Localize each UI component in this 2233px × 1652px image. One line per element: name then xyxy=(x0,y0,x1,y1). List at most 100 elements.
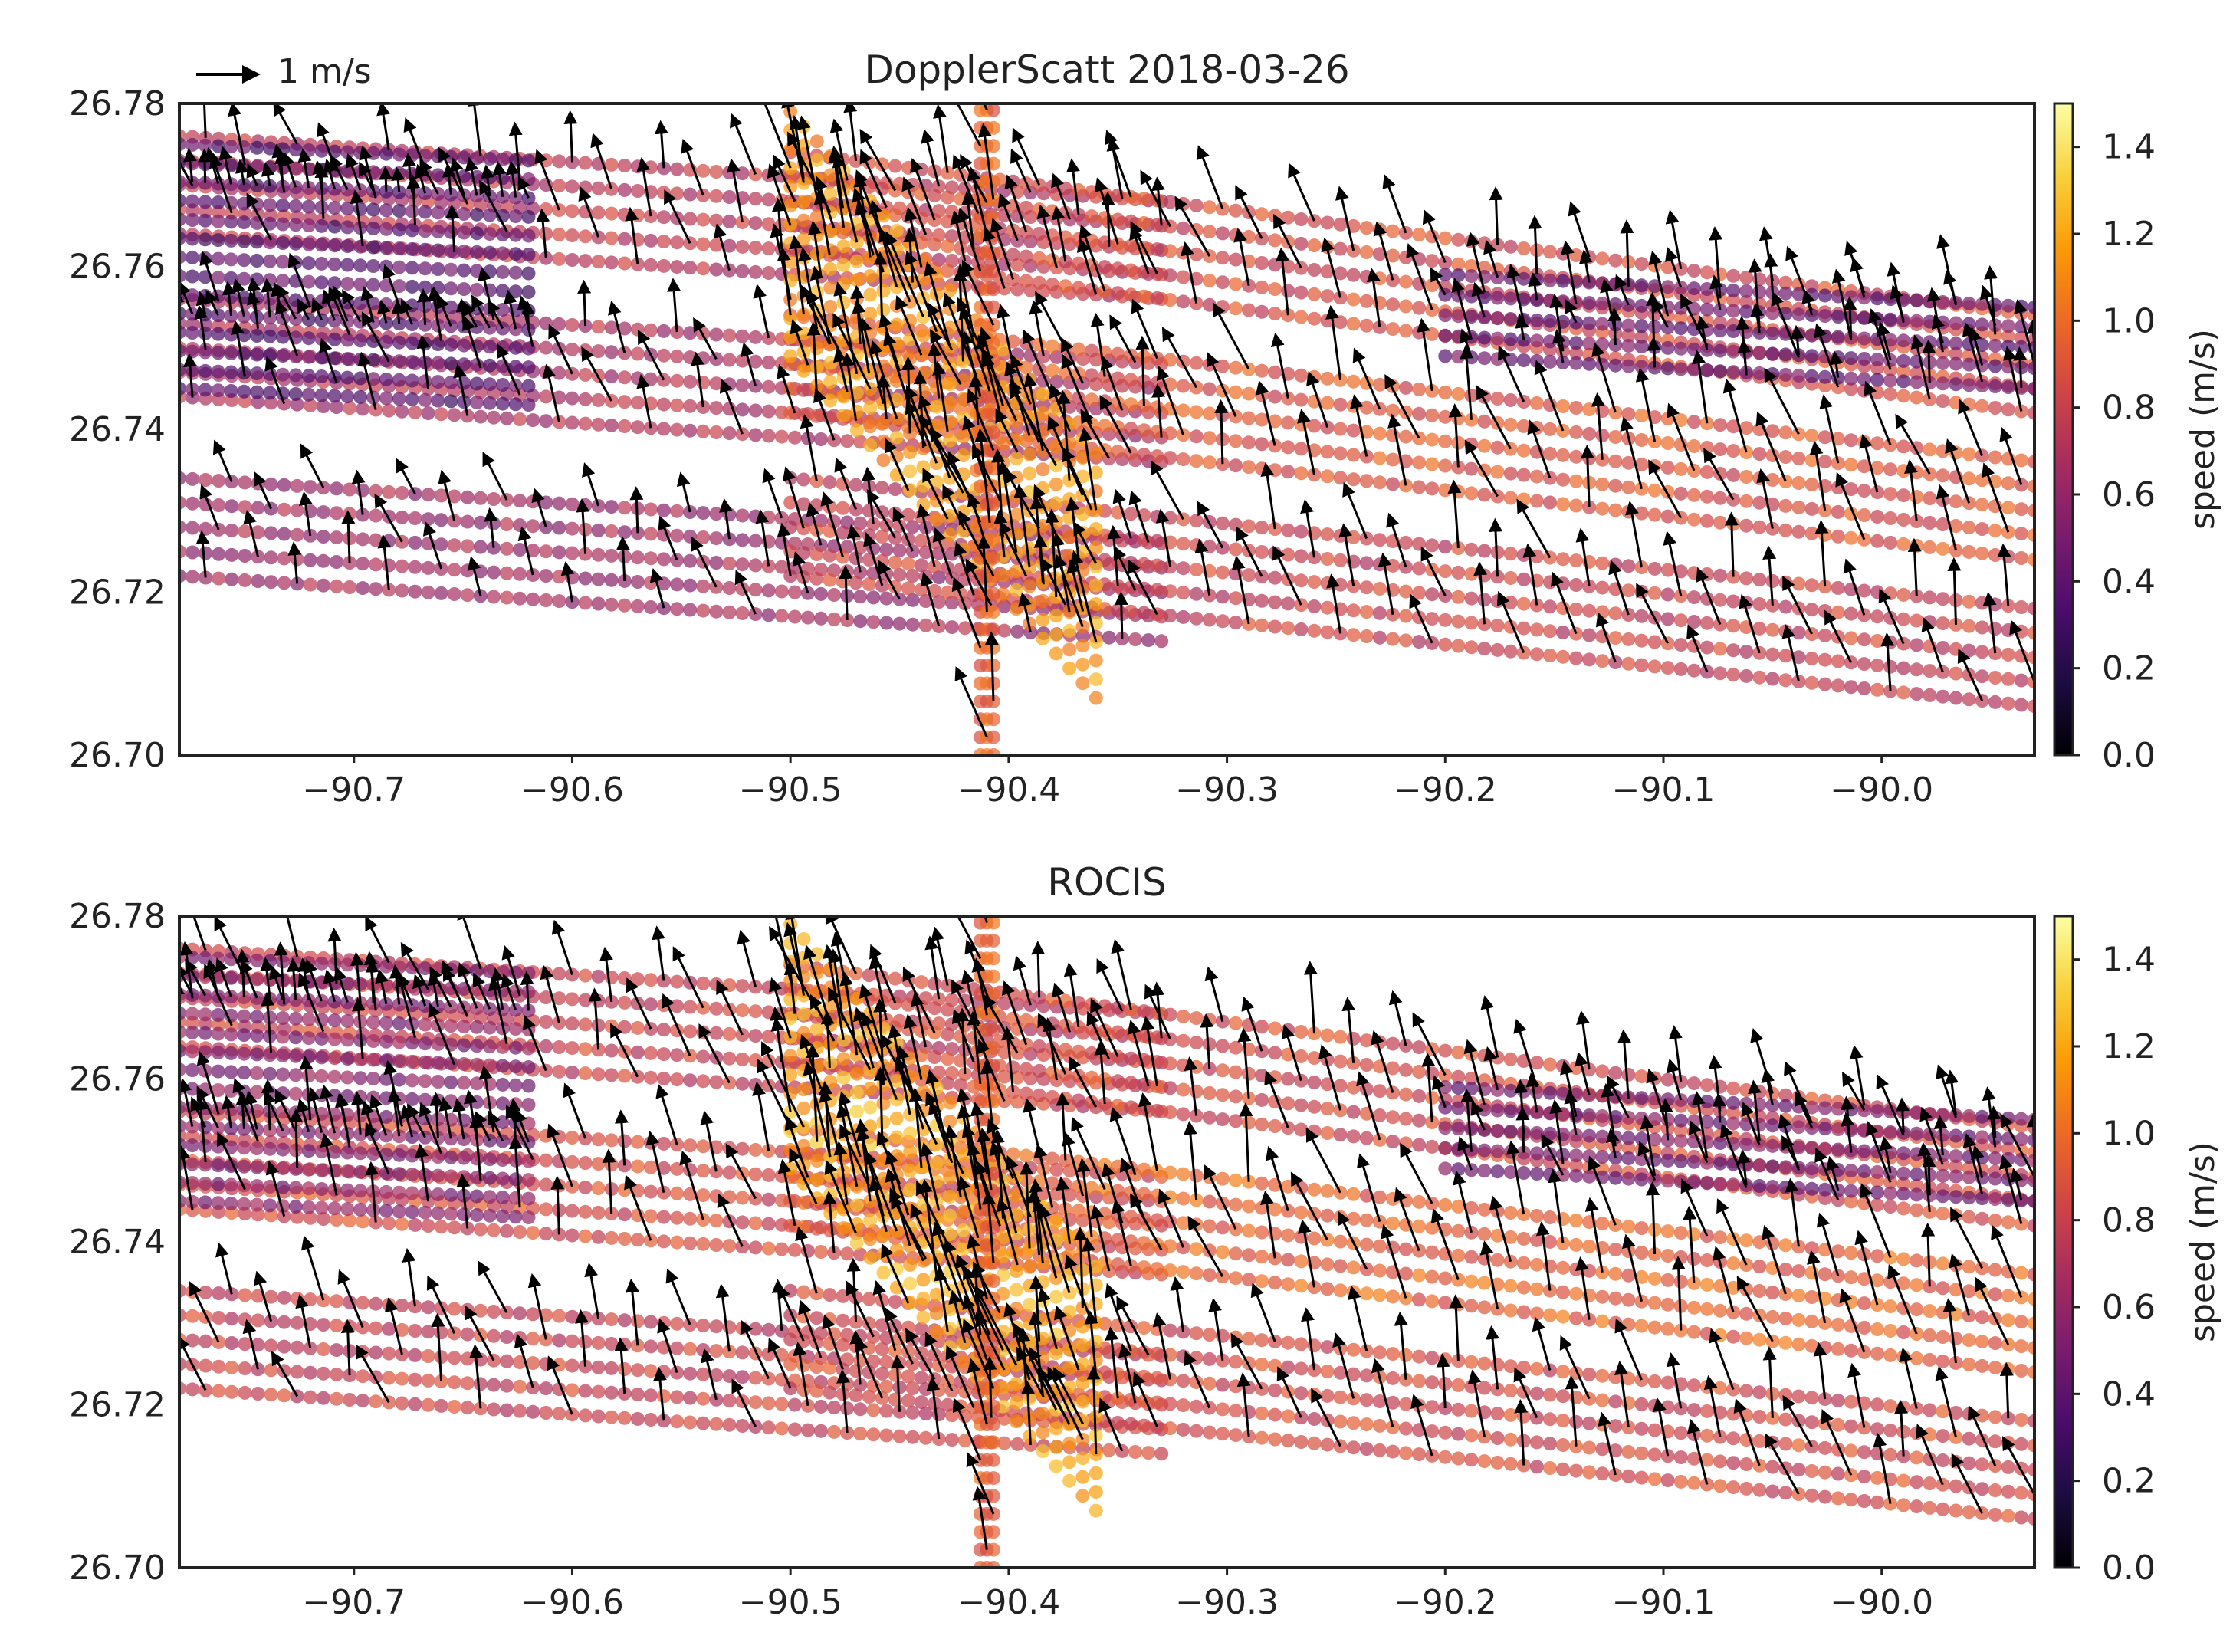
scatter-point xyxy=(327,389,342,403)
scatter-point xyxy=(1307,238,1322,253)
scatter-point xyxy=(1516,419,1531,433)
scatter-point xyxy=(288,387,303,401)
scatter-point xyxy=(683,350,698,365)
scatter-point xyxy=(617,598,632,613)
scatter-point xyxy=(1075,507,1090,521)
scatter-point xyxy=(1634,278,1649,293)
scatter-point xyxy=(1804,652,1819,665)
scatter-point xyxy=(421,560,435,575)
scatter-point xyxy=(918,594,933,608)
scatter-point xyxy=(552,967,566,981)
scatter-point xyxy=(915,558,928,573)
scatter-point xyxy=(1621,583,1636,598)
scatter-point xyxy=(748,1029,763,1043)
scatter-point xyxy=(487,410,501,425)
scatter-point xyxy=(288,368,303,383)
scatter-point xyxy=(1229,542,1243,557)
scatter-point xyxy=(314,388,329,402)
scatter-point xyxy=(198,326,212,340)
scatter-point xyxy=(1791,500,1806,514)
scatter-point xyxy=(1150,558,1164,573)
scatter-point xyxy=(379,146,393,161)
scatter-point xyxy=(1124,238,1138,253)
scatter-point xyxy=(1752,346,1767,360)
scatter-point xyxy=(330,481,343,496)
scatter-point xyxy=(500,566,514,580)
scatter-point xyxy=(1778,498,1793,513)
scatter-point xyxy=(552,594,566,609)
scatter-point xyxy=(1686,281,1701,296)
scatter-point xyxy=(539,1227,553,1241)
scatter-point xyxy=(500,541,514,556)
scatter-point xyxy=(604,1068,619,1082)
scatter-point xyxy=(809,153,824,167)
scatter-point xyxy=(987,300,1000,314)
scatter-point xyxy=(276,349,290,363)
scatter-point xyxy=(1857,632,1871,647)
scatter-point xyxy=(1896,612,1911,626)
scatter-point xyxy=(277,527,291,541)
scatter-point xyxy=(314,218,329,233)
scatter-point xyxy=(1163,293,1177,307)
scatter-point xyxy=(683,578,698,593)
scatter-point xyxy=(1765,622,1780,637)
scatter-point xyxy=(211,383,225,398)
scatter-point xyxy=(495,284,510,298)
scatter-point xyxy=(431,337,445,352)
scatter-point xyxy=(2028,553,2034,567)
scatter-point xyxy=(617,525,632,540)
scatter-point xyxy=(482,227,497,241)
scatter-point xyxy=(1569,651,1584,665)
panel-title: DopplerScatt 2018-03-26 xyxy=(864,48,1349,92)
scatter-point xyxy=(1399,429,1413,444)
scatter-point xyxy=(421,1219,435,1233)
scatter-point xyxy=(1804,478,1819,491)
velocity-arrow xyxy=(730,113,757,175)
scatter-point xyxy=(198,138,212,153)
scatter-point xyxy=(1477,642,1492,656)
scatter-point xyxy=(356,532,370,547)
scatter-point xyxy=(212,571,226,586)
scatter-point xyxy=(508,265,523,280)
scatter-point xyxy=(418,242,432,257)
scatter-point xyxy=(251,525,265,540)
scatter-point xyxy=(943,377,957,391)
scatter-point xyxy=(1713,568,1727,583)
scatter-point xyxy=(185,156,199,171)
scatter-point xyxy=(1281,284,1295,298)
scatter-point xyxy=(735,1191,750,1205)
scatter-point xyxy=(617,419,632,433)
scatter-point xyxy=(1726,594,1741,609)
scatter-point xyxy=(434,586,448,600)
scatter-point xyxy=(1089,691,1103,705)
scatter-point xyxy=(340,333,355,347)
scatter-point xyxy=(1726,344,1741,359)
scatter-point xyxy=(866,590,881,605)
scatter-point xyxy=(470,357,484,372)
scatter-point xyxy=(1778,450,1793,465)
scatter-point xyxy=(1137,532,1151,547)
scatter-point xyxy=(670,602,685,616)
scatter-point xyxy=(1713,442,1727,457)
scatter-point xyxy=(1673,613,1688,628)
scatter-point xyxy=(224,365,238,379)
scatter-point xyxy=(250,235,264,249)
scatter-point xyxy=(224,384,238,398)
scatter-point xyxy=(1281,415,1295,430)
scatter-point xyxy=(513,494,527,508)
scatter-point xyxy=(1896,488,1911,503)
scatter-point xyxy=(1699,616,1714,630)
scatter-point xyxy=(644,1184,658,1199)
scatter-point xyxy=(1215,359,1230,373)
scatter-point xyxy=(1634,319,1649,333)
scatter-point xyxy=(1137,192,1151,206)
scatter-point xyxy=(1124,422,1138,436)
scatter-point xyxy=(1036,594,1050,608)
scatter-point xyxy=(1647,635,1662,649)
scatter-point xyxy=(1870,436,1884,451)
scatter-point xyxy=(1036,613,1050,627)
scatter-point xyxy=(1608,557,1623,572)
scatter-point xyxy=(1910,538,1924,553)
scatter-point xyxy=(1582,628,1597,642)
scatter-point xyxy=(1739,494,1754,508)
